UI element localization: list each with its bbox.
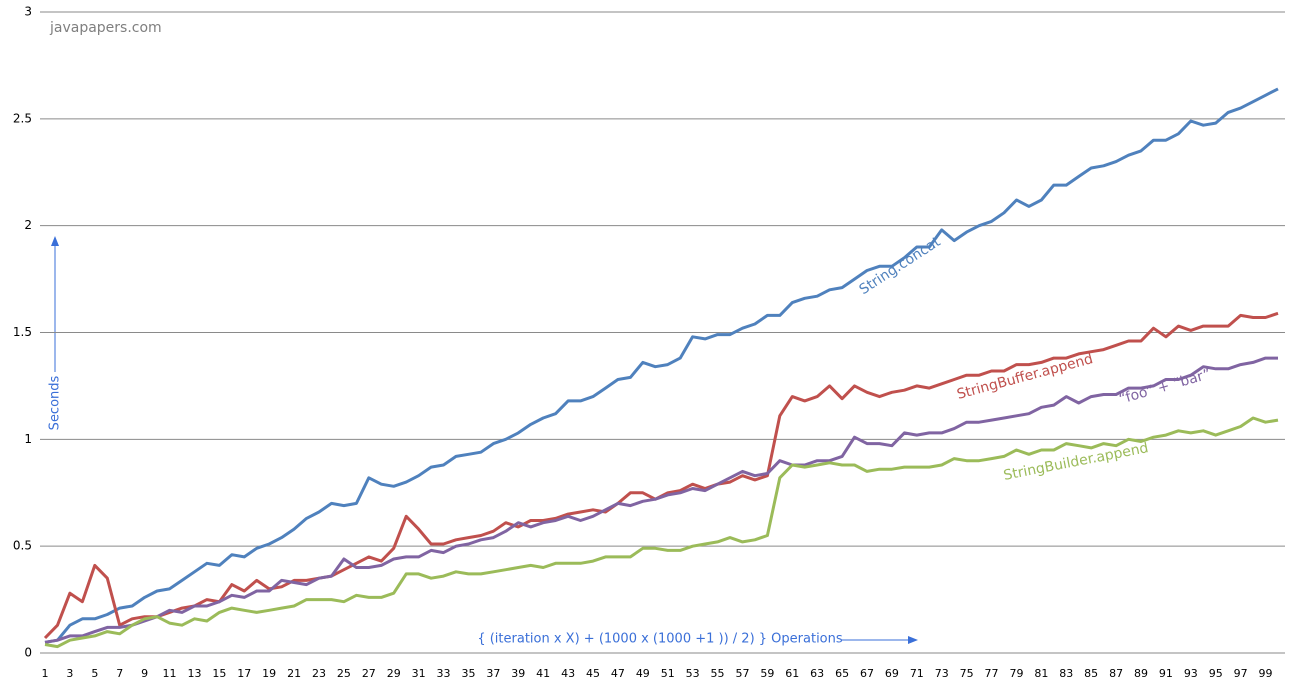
y-tick-label: 1.5 (13, 325, 32, 339)
x-tick-label: 89 (1134, 667, 1148, 680)
x-tick-label: 19 (262, 667, 276, 680)
x-tick-label: 67 (860, 667, 874, 680)
x-tick-label: 85 (1084, 667, 1098, 680)
x-tick-label: 23 (312, 667, 326, 680)
x-tick-label: 55 (711, 667, 725, 680)
x-tick-label: 49 (636, 667, 650, 680)
x-tick-label: 17 (237, 667, 251, 680)
y-tick-label: 3 (24, 5, 32, 19)
x-tick-label: 47 (611, 667, 625, 680)
x-tick-label: 35 (461, 667, 475, 680)
x-tick-label: 37 (486, 667, 500, 680)
y-tick-label: 2.5 (13, 111, 32, 125)
series-label: String.concat (857, 234, 944, 298)
x-tick-label: 65 (835, 667, 849, 680)
x-axis-label: { (iteration x X) + (1000 x (1000 +1 )) … (477, 632, 843, 647)
x-tick-label: 93 (1184, 667, 1198, 680)
x-tick-label: 31 (412, 667, 426, 680)
y-axis-label: Seconds (48, 375, 63, 430)
x-tick-label: 13 (187, 667, 201, 680)
y-tick-label: 1 (24, 432, 32, 446)
x-tick-label: 15 (212, 667, 226, 680)
x-tick-label: 33 (437, 667, 451, 680)
y-tick-label: 0.5 (13, 539, 32, 553)
series-line (44, 87, 1279, 644)
y-tick-label: 2 (24, 218, 32, 232)
watermark: javapapers.com (49, 20, 162, 36)
x-tick-label: 81 (1034, 667, 1048, 680)
x-tick-label: 57 (735, 667, 749, 680)
x-tick-label: 11 (163, 667, 177, 680)
x-tick-label: 91 (1159, 667, 1173, 680)
x-tick-label: 39 (511, 667, 525, 680)
x-tick-label: 27 (362, 667, 376, 680)
x-tick-label: 45 (586, 667, 600, 680)
x-arrow-head (908, 636, 918, 644)
x-tick-label: 61 (785, 667, 799, 680)
x-tick-label: 3 (66, 667, 73, 680)
x-tick-label: 21 (287, 667, 301, 680)
x-tick-label: 97 (1234, 667, 1248, 680)
x-tick-label: 83 (1059, 667, 1073, 680)
x-tick-label: 99 (1259, 667, 1273, 680)
x-tick-label: 95 (1209, 667, 1223, 680)
y-tick-label: 0 (24, 646, 32, 660)
x-tick-label: 25 (337, 667, 351, 680)
series-label: StringBuffer.append (955, 351, 1095, 403)
x-tick-label: 7 (116, 667, 123, 680)
x-tick-label: 43 (561, 667, 575, 680)
x-tick-label: 51 (661, 667, 675, 680)
y-arrow-head (51, 236, 59, 246)
x-tick-label: 75 (960, 667, 974, 680)
series-line (44, 416, 1279, 649)
x-tick-label: 41 (536, 667, 550, 680)
x-tick-label: 69 (885, 667, 899, 680)
x-tick-label: 87 (1109, 667, 1123, 680)
x-tick-label: 77 (985, 667, 999, 680)
x-tick-label: 29 (387, 667, 401, 680)
x-tick-label: 5 (91, 667, 98, 680)
x-tick-label: 59 (760, 667, 774, 680)
x-tick-label: 79 (1009, 667, 1023, 680)
x-tick-label: 1 (42, 667, 49, 680)
x-tick-label: 73 (935, 667, 949, 680)
x-tick-label: 63 (810, 667, 824, 680)
x-tick-label: 9 (141, 667, 148, 680)
series-line (44, 356, 1278, 644)
x-tick-label: 53 (686, 667, 700, 680)
x-tick-label: 71 (910, 667, 924, 680)
